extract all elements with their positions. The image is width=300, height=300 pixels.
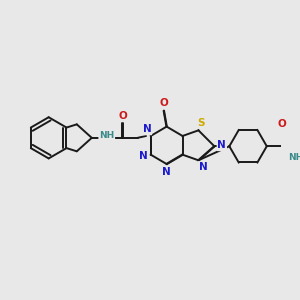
Text: O: O [160,98,168,108]
Text: O: O [118,111,127,121]
Text: N: N [142,124,152,134]
Text: N: N [218,140,226,150]
Text: S: S [197,118,205,128]
Text: N: N [162,167,171,176]
Text: NH: NH [288,153,300,162]
Text: N: N [199,162,208,172]
Text: NH: NH [99,131,114,140]
Text: O: O [278,119,286,129]
Text: N: N [139,151,148,160]
